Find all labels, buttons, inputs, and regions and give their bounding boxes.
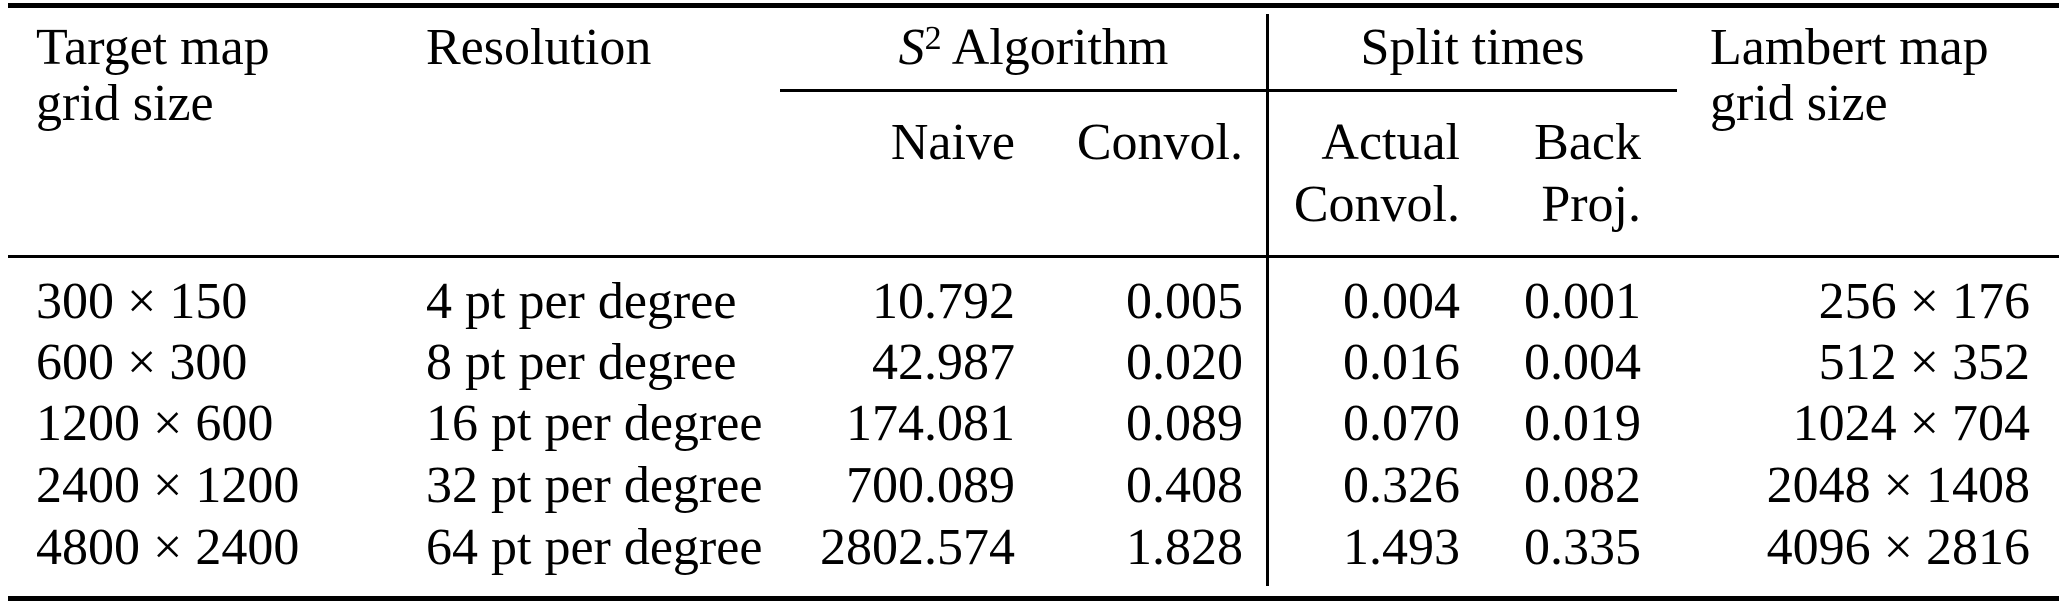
header-lambert-map-line1: Lambert map bbox=[1710, 19, 1989, 76]
column-divider-body bbox=[1266, 258, 1269, 586]
cell-target-grid-size: 300 × 150 bbox=[36, 273, 248, 330]
header-target-map-line2: grid size bbox=[36, 75, 214, 132]
cell-lambert-grid-size: 256 × 176 bbox=[1818, 273, 2030, 330]
header-lambert-map: Lambert map grid size bbox=[1710, 20, 1989, 132]
s2-exponent: 2 bbox=[924, 20, 942, 57]
column-divider-subheader bbox=[1266, 92, 1269, 255]
cell-lambert-grid-size: 1024 × 704 bbox=[1792, 395, 2030, 452]
header-resolution: Resolution bbox=[426, 19, 652, 76]
bottom-rule bbox=[8, 596, 2059, 601]
cell-naive-time: 42.987 bbox=[872, 334, 1015, 391]
cell-resolution: 16 pt per degree bbox=[426, 395, 763, 452]
cell-back-proj-time: 0.335 bbox=[1524, 519, 1641, 576]
cell-back-proj-time: 0.082 bbox=[1524, 457, 1641, 514]
cell-lambert-grid-size: 512 × 352 bbox=[1818, 334, 2030, 391]
subheader-actual-line1: Actual bbox=[1321, 114, 1460, 171]
cell-actual-convol-time: 0.070 bbox=[1343, 395, 1460, 452]
cell-lambert-grid-size: 2048 × 1408 bbox=[1766, 457, 2030, 514]
cell-convol-time: 0.408 bbox=[1126, 457, 1243, 514]
header-lambert-map-line2: grid size bbox=[1710, 75, 1888, 132]
mid-rule bbox=[8, 255, 2059, 258]
cell-naive-time: 174.081 bbox=[846, 395, 1015, 452]
cell-naive-time: 700.089 bbox=[846, 457, 1015, 514]
header-target-map: Target map grid size bbox=[36, 20, 416, 132]
subheader-actual-line2: Convol. bbox=[1293, 176, 1460, 233]
header-split-times: Split times bbox=[1360, 19, 1585, 76]
cell-actual-convol-time: 0.004 bbox=[1343, 273, 1460, 330]
top-rule bbox=[8, 3, 2059, 8]
cell-resolution: 8 pt per degree bbox=[426, 334, 737, 391]
cell-actual-convol-time: 0.326 bbox=[1343, 457, 1460, 514]
cell-back-proj-time: 0.004 bbox=[1524, 334, 1641, 391]
cell-convol-time: 0.020 bbox=[1126, 334, 1243, 391]
cell-actual-convol-time: 0.016 bbox=[1343, 334, 1460, 391]
cell-target-grid-size: 1200 × 600 bbox=[36, 395, 274, 452]
cell-target-grid-size: 4800 × 2400 bbox=[36, 519, 300, 576]
s2-script-letter: S bbox=[898, 19, 925, 76]
group-cmidrule bbox=[780, 89, 1677, 92]
cell-back-proj-time: 0.019 bbox=[1524, 395, 1641, 452]
subheader-back-line1: Back bbox=[1534, 114, 1641, 171]
cell-naive-time: 2802.574 bbox=[820, 519, 1015, 576]
subheader-back-proj: Back Proj. bbox=[1470, 112, 1641, 236]
subheader-naive: Naive bbox=[890, 114, 1015, 171]
cell-actual-convol-time: 1.493 bbox=[1343, 519, 1460, 576]
header-target-map-line1: Target map bbox=[36, 19, 270, 76]
subheader-convol: Convol. bbox=[1076, 114, 1243, 171]
column-divider-header bbox=[1266, 14, 1269, 90]
cell-convol-time: 0.005 bbox=[1126, 273, 1243, 330]
cell-lambert-grid-size: 4096 × 2816 bbox=[1766, 519, 2030, 576]
subheader-actual-convol: Actual Convol. bbox=[1280, 112, 1460, 236]
cell-convol-time: 0.089 bbox=[1126, 395, 1243, 452]
cell-resolution: 32 pt per degree bbox=[426, 457, 763, 514]
cell-resolution: 4 pt per degree bbox=[426, 273, 737, 330]
subheader-back-line2: Proj. bbox=[1541, 176, 1641, 233]
cell-naive-time: 10.792 bbox=[872, 273, 1015, 330]
cell-back-proj-time: 0.001 bbox=[1524, 273, 1641, 330]
cell-convol-time: 1.828 bbox=[1126, 519, 1243, 576]
header-s2-algorithm: S2 Algorithm bbox=[780, 20, 1265, 76]
s2-word: Algorithm bbox=[941, 19, 1169, 76]
cell-target-grid-size: 2400 × 1200 bbox=[36, 457, 300, 514]
cell-resolution: 64 pt per degree bbox=[426, 519, 763, 576]
cell-target-grid-size: 600 × 300 bbox=[36, 334, 248, 391]
